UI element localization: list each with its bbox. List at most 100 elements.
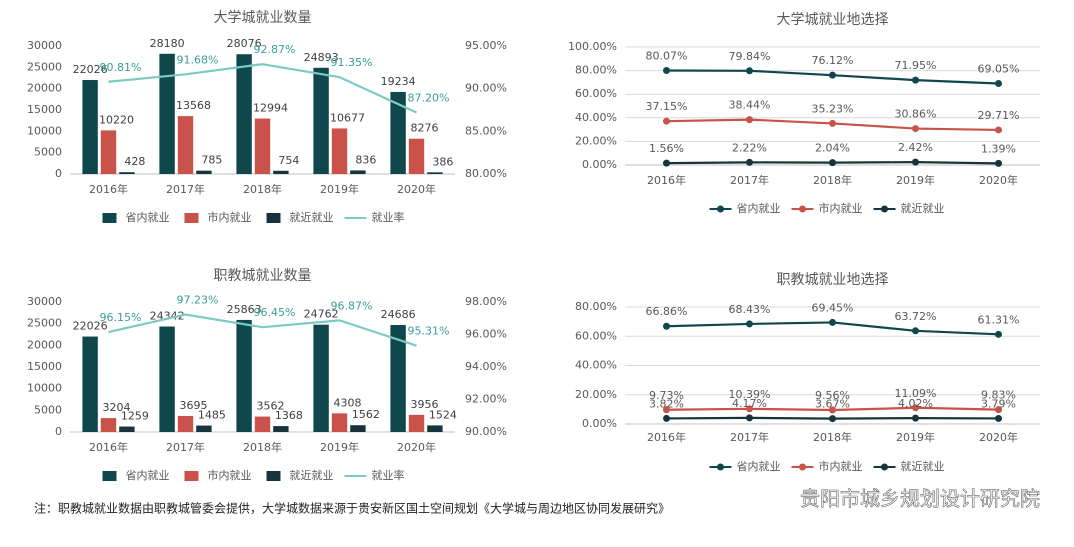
data-label: 1259 bbox=[121, 410, 149, 423]
y-tick-label: 25000 bbox=[27, 60, 62, 73]
data-label: 1524 bbox=[429, 408, 457, 421]
data-label: 836 bbox=[355, 153, 376, 166]
data-label: 91.68% bbox=[177, 53, 219, 66]
bar bbox=[82, 80, 98, 174]
y-tick-label: 0 bbox=[55, 425, 62, 438]
bar bbox=[350, 425, 366, 432]
legend-label: 省内就业 bbox=[737, 201, 781, 215]
point bbox=[995, 126, 1002, 134]
x-tick-label: 2017年 bbox=[166, 182, 205, 196]
data-label: 96.15% bbox=[100, 311, 142, 324]
x-tick-label: 2019年 bbox=[320, 440, 359, 454]
data-label: 9.73% bbox=[649, 389, 684, 402]
data-label: 3.82% bbox=[649, 397, 684, 410]
data-label: 91.35% bbox=[331, 56, 373, 69]
bar bbox=[196, 425, 212, 432]
data-label: 24762 bbox=[304, 308, 339, 321]
data-label: 12994 bbox=[253, 102, 288, 115]
point bbox=[746, 414, 753, 422]
chart-title: 职教城就业地选择 bbox=[777, 272, 889, 288]
legend-label: 就业率 bbox=[372, 468, 405, 482]
data-label: 9.56% bbox=[815, 389, 850, 402]
y-tick-label: 10000 bbox=[27, 382, 62, 395]
legend-label: 市内就业 bbox=[208, 210, 252, 224]
legend-swatch bbox=[266, 213, 281, 223]
y-tick-label: 40.00% bbox=[575, 111, 617, 124]
point bbox=[663, 322, 670, 330]
data-label: 386 bbox=[432, 155, 453, 168]
legend-label: 省内就业 bbox=[126, 468, 170, 482]
bar bbox=[119, 426, 135, 432]
legend-marker bbox=[881, 205, 888, 213]
data-label: 11.09% bbox=[895, 387, 937, 400]
y-tick-label: 20.00% bbox=[575, 388, 617, 401]
x-tick-label: 2016年 bbox=[89, 182, 128, 196]
data-label: 1.56% bbox=[649, 142, 684, 155]
legend-marker bbox=[881, 463, 888, 471]
y2-tick-label: 90.00% bbox=[465, 82, 507, 95]
data-label: 10.39% bbox=[729, 388, 771, 401]
y2-tick-label: 92.00% bbox=[465, 393, 507, 406]
y-tick-label: 30000 bbox=[27, 295, 62, 308]
point bbox=[829, 415, 836, 423]
y-tick-label: 5000 bbox=[34, 146, 62, 159]
data-label: 9.83% bbox=[981, 389, 1016, 402]
point bbox=[995, 330, 1002, 338]
data-label: 3562 bbox=[257, 400, 285, 413]
bar bbox=[408, 414, 425, 432]
bar bbox=[119, 172, 135, 174]
data-label: 79.84% bbox=[729, 50, 771, 63]
data-label: 30.86% bbox=[895, 108, 937, 121]
data-label: 3204 bbox=[103, 401, 131, 414]
data-label: 2.42% bbox=[898, 141, 933, 154]
x-tick-label: 2019年 bbox=[320, 182, 359, 196]
data-label: 4.17% bbox=[732, 397, 767, 410]
bar bbox=[408, 138, 425, 174]
point bbox=[912, 414, 919, 422]
point bbox=[829, 406, 836, 414]
legend-label: 就近就业 bbox=[290, 210, 334, 224]
data-label: 10220 bbox=[99, 113, 134, 126]
data-label: 28180 bbox=[150, 37, 185, 50]
data-label: 29.71% bbox=[978, 109, 1020, 122]
chart: 大学城就业数量 0 5000 10000 15000 20000 25000 30000 80.… bbox=[27, 10, 507, 224]
line bbox=[108, 63, 417, 114]
bar bbox=[82, 336, 98, 432]
point bbox=[912, 404, 919, 412]
legend-label: 就近就业 bbox=[901, 201, 945, 215]
data-label: 1368 bbox=[275, 409, 303, 422]
data-label: 428 bbox=[124, 155, 145, 168]
data-label: 2.04% bbox=[815, 142, 850, 155]
x-tick-label: 2017年 bbox=[730, 430, 769, 444]
data-label: 785 bbox=[201, 154, 222, 167]
legend-swatch bbox=[266, 471, 281, 481]
x-tick-label: 2020年 bbox=[979, 430, 1018, 444]
y-tick-label: 15000 bbox=[27, 360, 62, 373]
legend-label: 就业率 bbox=[372, 210, 405, 224]
bar bbox=[390, 91, 406, 174]
y2-tick-label: 90.00% bbox=[465, 425, 507, 438]
data-label: 3695 bbox=[180, 399, 208, 412]
point bbox=[746, 158, 753, 166]
data-label: 87.20% bbox=[408, 92, 450, 105]
point bbox=[746, 405, 753, 413]
data-label: 92.87% bbox=[254, 43, 296, 56]
y2-tick-label: 94.00% bbox=[465, 360, 507, 373]
data-label: 69.05% bbox=[978, 63, 1020, 76]
y-tick-label: 40.00% bbox=[575, 359, 617, 372]
bar bbox=[236, 54, 252, 174]
x-tick-label: 2018年 bbox=[813, 430, 852, 444]
y-tick-label: 5000 bbox=[34, 403, 62, 416]
bar bbox=[350, 170, 366, 174]
point bbox=[912, 327, 919, 335]
bar bbox=[390, 325, 406, 432]
legend-swatch bbox=[184, 213, 199, 223]
data-label: 13568 bbox=[176, 99, 211, 112]
point bbox=[829, 159, 836, 167]
data-label: 90.81% bbox=[100, 61, 142, 74]
bar bbox=[196, 170, 212, 174]
data-label: 35.23% bbox=[812, 102, 854, 115]
data-label: 80.07% bbox=[646, 50, 688, 63]
legend-swatch bbox=[102, 213, 117, 223]
